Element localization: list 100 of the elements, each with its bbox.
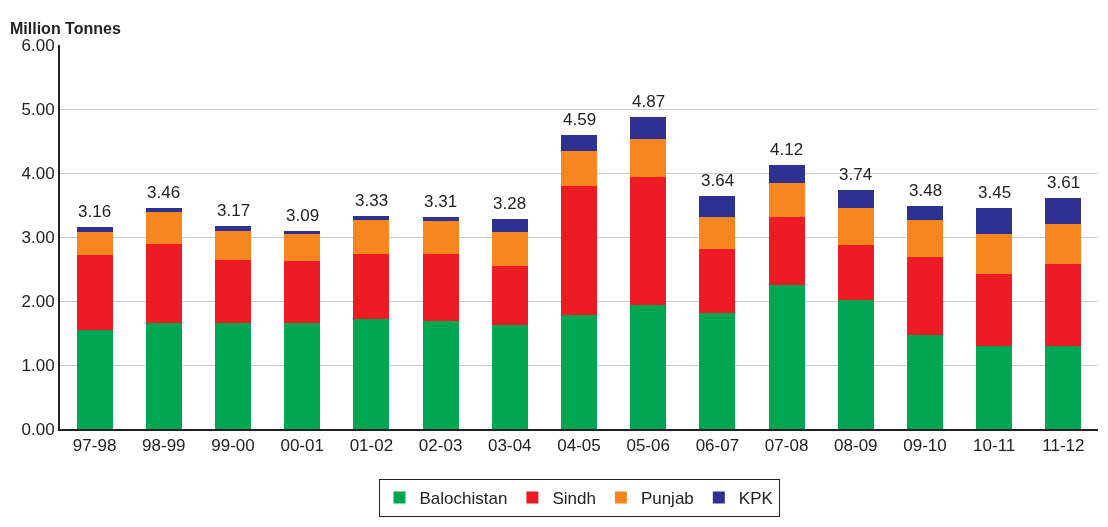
bar	[284, 231, 321, 234]
bar	[76, 330, 113, 429]
bar	[76, 254, 113, 331]
legend-label: Punjab	[640, 489, 694, 509]
x-tick-label: 01-02	[349, 436, 394, 456]
total-label: 4.59	[563, 110, 597, 129]
bar	[561, 151, 597, 187]
bar	[976, 234, 1013, 275]
total-label: 3.09	[286, 206, 320, 225]
x-tick-label: 10-11	[973, 436, 1016, 456]
x-tick-label: 08-09	[834, 436, 878, 456]
total-label: 4.12	[770, 140, 804, 159]
bar	[284, 233, 321, 261]
bar	[1045, 345, 1082, 429]
bar	[976, 208, 1013, 235]
legend-label: KPK	[738, 489, 774, 509]
bar	[630, 176, 667, 305]
bar	[561, 315, 597, 429]
y-tick-label: 6.00	[21, 35, 55, 55]
bar	[768, 217, 805, 285]
bar	[491, 231, 528, 267]
bar	[561, 186, 597, 316]
y-tick-label: 2.00	[21, 291, 55, 311]
x-tick-label: 03-04	[488, 436, 532, 456]
bar	[768, 182, 805, 218]
bar	[353, 220, 390, 255]
y-tick-label: 0.00	[21, 419, 55, 439]
bar	[699, 217, 736, 250]
bar	[630, 139, 667, 177]
bar	[215, 322, 251, 429]
bar	[976, 345, 1013, 429]
total-label: 3.61	[1047, 173, 1081, 192]
bar	[353, 318, 390, 429]
bar	[284, 322, 321, 429]
bar	[630, 304, 667, 429]
bar	[145, 212, 182, 245]
bar	[699, 313, 736, 429]
bar	[907, 219, 943, 258]
bar	[215, 226, 251, 231]
bar	[353, 254, 390, 319]
x-tick-label: 11-12	[1042, 436, 1085, 456]
x-tick-label: 04-05	[557, 436, 601, 456]
x-tick-label: 02-03	[418, 436, 463, 456]
x-tick-label: 99-00	[211, 436, 255, 456]
bar	[215, 260, 251, 323]
y-tick-label: 5.00	[21, 99, 55, 119]
total-label: 4.87	[632, 92, 666, 111]
bar	[215, 230, 251, 261]
legend-label: Balochistan	[419, 489, 508, 509]
y-tick-label: 4.00	[21, 163, 55, 183]
bar	[422, 221, 459, 255]
total-label: 3.64	[701, 171, 735, 190]
total-label: 3.45	[978, 183, 1012, 202]
bar	[491, 266, 528, 326]
bar	[491, 219, 528, 232]
bar	[907, 257, 943, 335]
legend-label: Sindh	[552, 489, 596, 509]
total-label: 3.28	[493, 194, 527, 213]
bar	[422, 320, 459, 429]
bar	[422, 217, 459, 221]
bar	[976, 274, 1013, 346]
x-tick-label: 09-10	[903, 436, 947, 456]
x-tick-label: 06-07	[695, 436, 740, 456]
bar	[1045, 223, 1082, 264]
bar	[699, 249, 736, 314]
total-label: 3.17	[217, 201, 251, 220]
bar	[768, 285, 805, 429]
total-label: 3.33	[355, 191, 389, 210]
bar	[907, 334, 943, 429]
bar	[630, 117, 667, 140]
bar	[145, 244, 182, 323]
x-tick-label: 00-01	[280, 436, 324, 456]
total-label: 3.16	[78, 202, 112, 221]
bar	[145, 322, 182, 429]
y-tick-label: 1.00	[21, 355, 55, 375]
y-tick-label: 3.00	[21, 227, 55, 247]
x-tick-label: 98-99	[142, 436, 186, 456]
x-tick-label: 07-08	[764, 436, 809, 456]
bar	[561, 135, 597, 152]
bar	[422, 254, 459, 321]
y-axis-title: Million Tonnes	[10, 20, 121, 37]
bar	[284, 260, 321, 323]
x-tick-label: 97-98	[72, 436, 117, 456]
bar	[768, 165, 805, 183]
bar	[837, 299, 874, 429]
bar	[76, 231, 113, 255]
total-label: 3.48	[909, 181, 943, 200]
x-tick-label: 05-06	[626, 436, 670, 456]
bar	[76, 226, 113, 232]
bar	[907, 206, 943, 220]
total-label: 3.46	[147, 183, 181, 202]
bar	[1045, 263, 1082, 346]
bar	[1045, 197, 1082, 224]
total-label: 3.31	[424, 192, 458, 211]
bar	[837, 244, 874, 300]
bar	[699, 196, 736, 218]
total-label: 3.74	[839, 165, 873, 184]
bar	[491, 325, 528, 429]
bar	[837, 208, 874, 245]
bar	[837, 189, 874, 209]
